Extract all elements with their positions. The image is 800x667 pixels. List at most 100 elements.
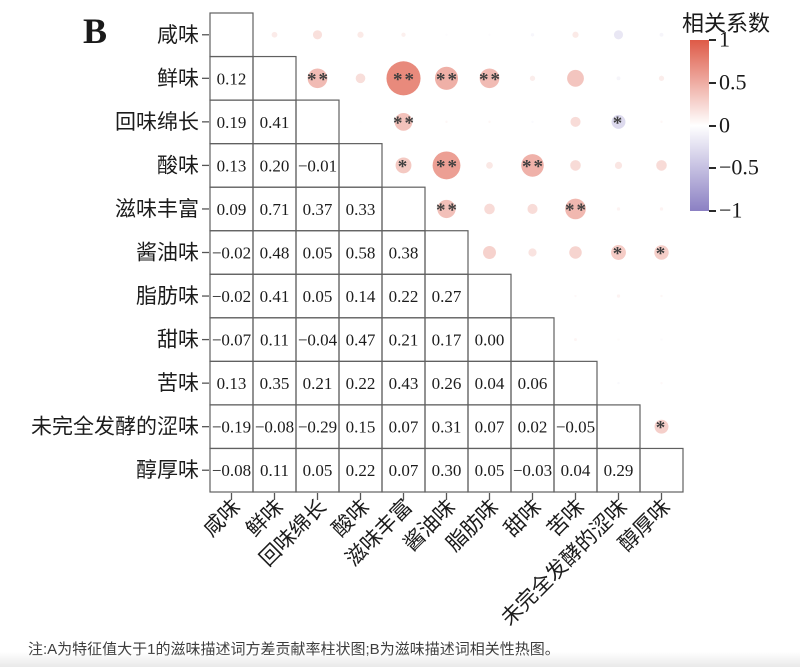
panel-label: B	[83, 11, 108, 51]
correlation-dot	[570, 116, 581, 127]
correlation-value: 0.05	[475, 461, 505, 480]
correlation-value: −0.07	[212, 331, 252, 350]
correlation-dot	[357, 31, 364, 38]
correlation-dot	[656, 160, 667, 171]
correlation-dot	[307, 68, 328, 89]
matrix-cell	[510, 317, 555, 362]
correlation-dot	[488, 33, 491, 36]
matrix-cell	[596, 404, 641, 450]
correlation-value: 0.21	[389, 331, 419, 350]
correlation-value: 0.31	[432, 418, 462, 437]
correlation-dot	[570, 160, 581, 171]
correlation-value: 0.14	[346, 287, 376, 306]
correlation-value: 0.15	[346, 418, 376, 437]
correlation-value: 0.41	[260, 287, 290, 306]
significance-marker: *	[613, 113, 625, 134]
correlation-value: −0.02	[212, 287, 251, 306]
significance-marker: **	[565, 200, 588, 221]
correlation-dot	[567, 69, 584, 87]
correlation-dot	[659, 207, 664, 211]
correlation-value: −0.01	[298, 156, 337, 175]
column-label: 甜味	[499, 495, 546, 542]
correlation-dot	[529, 75, 536, 81]
significance-marker: *	[656, 418, 668, 439]
row-label: 醇厚味	[136, 458, 199, 482]
correlation-value: 0.05	[303, 287, 333, 306]
matrix-cell	[295, 99, 340, 145]
significance-marker: **	[522, 156, 545, 177]
correlation-value: −0.19	[212, 418, 251, 437]
correlation-value: 0.09	[217, 200, 247, 219]
correlation-value: −0.05	[556, 418, 595, 437]
correlation-dot	[434, 66, 459, 90]
correlation-dot	[483, 246, 496, 259]
row-label: 咸味	[157, 23, 199, 47]
matrix-cell	[639, 447, 684, 493]
significance-marker: **	[436, 156, 459, 177]
correlation-value: 0.30	[432, 461, 462, 480]
matrix-cell	[338, 143, 383, 188]
correlation-dot	[394, 112, 413, 131]
correlation-dot	[611, 245, 626, 260]
correlation-dot	[312, 30, 323, 40]
significance-marker: **	[393, 69, 416, 90]
correlation-value: 0.43	[389, 374, 419, 393]
correlation-value: 0.21	[303, 374, 333, 393]
bottom-fade	[0, 652, 800, 667]
correlation-value: 0.22	[389, 287, 419, 306]
row-label: 未完全发酵的涩味	[31, 415, 199, 439]
correlation-value: 0.07	[389, 461, 419, 480]
correlation-dot	[359, 120, 362, 124]
correlation-value: 0.41	[260, 113, 290, 132]
significance-marker: *	[613, 244, 625, 265]
correlation-value: 0.47	[346, 331, 376, 350]
correlation-dot	[484, 203, 495, 215]
significance-marker: *	[398, 156, 410, 177]
correlation-value: 0.19	[217, 113, 247, 132]
correlation-dot	[530, 33, 535, 37]
correlation-dot	[521, 154, 544, 177]
correlation-dot	[654, 245, 669, 260]
correlation-value: −0.29	[298, 418, 337, 437]
correlation-value: 0.13	[217, 374, 247, 393]
correlation-dot	[654, 419, 669, 434]
correlation-dot	[616, 76, 621, 81]
correlation-dot	[432, 151, 461, 180]
correlation-value: 0.22	[346, 374, 376, 393]
correlation-value: −0.08	[212, 461, 251, 480]
correlation-dot	[271, 31, 278, 38]
correlation-value: 0.02	[518, 418, 548, 437]
row-label: 回味绵长	[115, 110, 199, 134]
correlation-dot	[611, 114, 626, 129]
correlation-value: 0.22	[346, 461, 376, 480]
correlation-dot	[572, 31, 579, 38]
correlation-dot	[531, 120, 534, 124]
significance-marker: *	[656, 244, 668, 265]
correlation-dot	[660, 120, 663, 124]
correlation-value: 0.00	[475, 331, 505, 350]
correlation-dot	[395, 157, 412, 174]
correlation-dot	[614, 161, 623, 170]
correlation-dot	[528, 248, 537, 257]
correlation-value: 0.33	[346, 200, 376, 219]
correlation-dot	[569, 246, 582, 259]
significance-marker: **	[436, 200, 459, 221]
correlation-value: 0.29	[604, 461, 634, 480]
column-label: 咸味	[198, 495, 245, 542]
matrix-cell	[209, 12, 254, 58]
correlation-dot	[445, 120, 448, 124]
correlation-value: 0.04	[475, 374, 505, 393]
significance-marker: **	[479, 69, 502, 90]
correlation-dot	[486, 162, 493, 169]
row-label: 酱油味	[136, 241, 199, 265]
correlation-value: −0.08	[255, 418, 294, 437]
correlation-value: 0.11	[260, 461, 289, 480]
correlation-value: 0.27	[432, 287, 462, 306]
correlation-value: −0.03	[513, 461, 552, 480]
correlation-dot	[660, 338, 663, 341]
significance-marker: **	[307, 69, 330, 90]
correlation-dot	[658, 75, 665, 81]
correlation-dot	[386, 61, 421, 96]
